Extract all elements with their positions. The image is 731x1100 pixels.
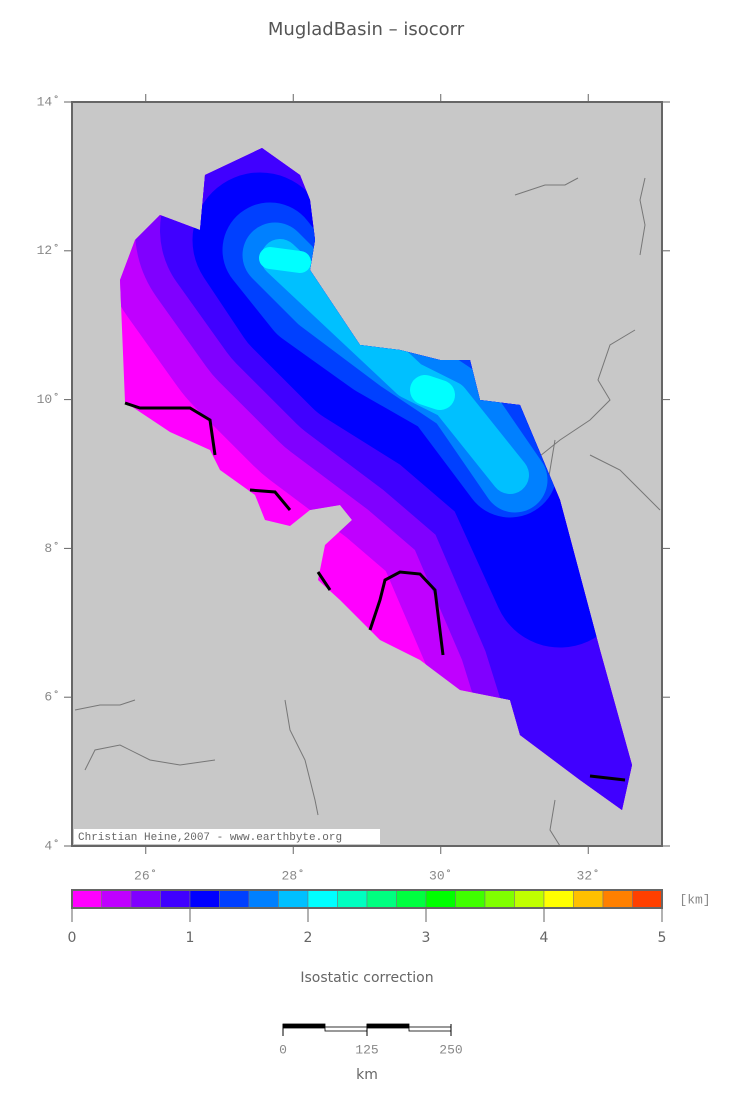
colorbar-swatch <box>307 889 338 909</box>
colorbar-swatch <box>248 889 279 909</box>
colorbar-swatch <box>455 889 486 909</box>
colorbar-swatch <box>130 889 161 909</box>
colorbar-tick-label: 1 <box>186 930 195 946</box>
scale-tick-label: 250 <box>439 1042 462 1057</box>
lat-label: 8˚ <box>44 541 60 556</box>
lat-label: 10˚ <box>37 392 60 407</box>
colorbar-label: Isostatic correction <box>300 970 433 986</box>
colorbar-swatch <box>71 889 102 909</box>
colorbar-swatch <box>514 889 545 909</box>
scale-segment <box>282 1023 326 1029</box>
colorbar-swatch <box>632 889 663 909</box>
colorbar-tick-label: 0 <box>68 930 77 946</box>
map-frame <box>71 101 663 847</box>
scale-segment <box>408 1026 452 1032</box>
colorbar-swatch <box>278 889 309 909</box>
colorbar-tick-label: 3 <box>422 930 431 946</box>
lon-label: 32˚ <box>577 868 600 883</box>
colorbar-tick-label: 5 <box>658 930 667 946</box>
colorbar-tick-label: 4 <box>540 930 549 946</box>
credit: Christian Heine,2007 - www.earthbyte.org <box>78 832 342 844</box>
colorbar-swatch <box>101 889 132 909</box>
colorbar-swatch <box>425 889 456 909</box>
lon-label: 26˚ <box>134 868 157 883</box>
colorbar-swatch <box>160 889 191 909</box>
scale-segment <box>324 1026 368 1032</box>
scale-tick-label: 125 <box>355 1042 378 1057</box>
lat-label: 6˚ <box>44 690 60 705</box>
colorbar-swatch <box>573 889 604 909</box>
colorbar-swatch <box>543 889 574 909</box>
boundaries <box>124 401 626 782</box>
colorbar-swatch <box>337 889 368 909</box>
scale-tick-label: 0 <box>279 1042 287 1057</box>
colorbar-frame <box>71 889 663 909</box>
lat-label: 12˚ <box>37 243 60 258</box>
title: MugladBasin – isocorr <box>268 19 465 40</box>
scale-bar: 0 125 250 <box>279 1023 463 1057</box>
colorbar-swatch <box>396 889 427 909</box>
lat-label: 14˚ <box>37 94 60 109</box>
colorbar-swatch <box>189 889 220 909</box>
scale-segment <box>366 1023 410 1029</box>
lat-label: 4˚ <box>44 838 60 853</box>
colorbar-swatch <box>366 889 397 909</box>
scale-unit: km <box>356 1067 378 1083</box>
lon-label: 28˚ <box>282 868 305 883</box>
colorbar-swatch <box>219 889 250 909</box>
colorbar-unit: [km] <box>679 892 710 907</box>
colorbar-tick-label: 2 <box>304 930 313 946</box>
credit-box <box>74 829 380 844</box>
colorbar-swatch <box>484 889 515 909</box>
lon-label: 30˚ <box>429 868 452 883</box>
colorbar-swatch <box>602 889 633 909</box>
